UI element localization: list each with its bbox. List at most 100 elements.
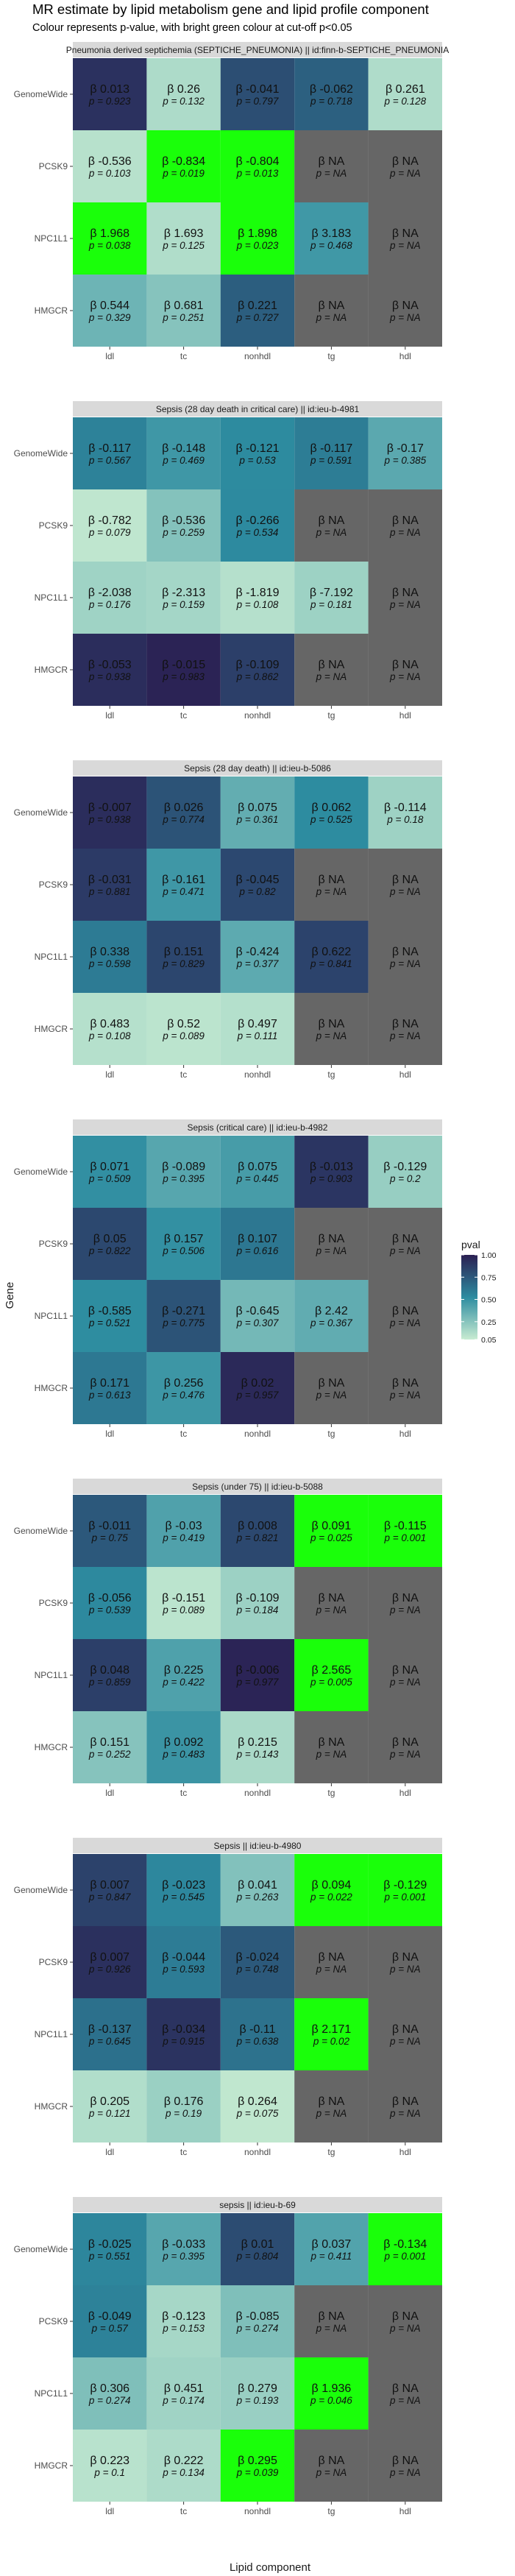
cell-beta-label: β 0.091 <box>312 1520 352 1532</box>
x-tick-label: tc <box>180 2506 187 2516</box>
heatmap-cell <box>146 275 221 347</box>
cell-pvalue-label: p = NA <box>389 312 421 323</box>
cell-pvalue-label: p = 0.038 <box>88 240 131 251</box>
cell-beta-label: β 0.261 <box>386 83 425 96</box>
y-tick-label: GenomeWide <box>14 2244 68 2254</box>
cell-beta-label: β 0.013 <box>90 83 129 96</box>
cell-pvalue-label: p = 0.013 <box>236 168 279 179</box>
legend-colorbar <box>461 1255 477 1340</box>
cell-pvalue-label: p = 0.075 <box>236 2108 279 2119</box>
cell-beta-label: β 0.157 <box>164 1233 204 1245</box>
x-tick-label: ldl <box>105 2147 114 2157</box>
cell-beta-label: β -0.114 <box>384 802 427 814</box>
heatmap-cell <box>73 202 147 275</box>
cell-pvalue-label: p = 0.862 <box>236 671 279 682</box>
heatmap-cell <box>368 2357 442 2430</box>
cell-pvalue-label: p = 0.903 <box>310 1173 352 1184</box>
cell-pvalue-label: p = 0.775 <box>162 1317 205 1328</box>
heatmap-cell <box>146 2430 221 2502</box>
cell-pvalue-label: p = NA <box>389 1964 421 1975</box>
heatmap-cell <box>220 1208 295 1280</box>
heatmap-cell <box>146 634 221 706</box>
heatmap-cell <box>294 417 369 489</box>
cell-beta-label: β NA <box>392 1233 419 1245</box>
facet-strip <box>73 2197 442 2212</box>
cell-beta-label: β 0.02 <box>241 1377 274 1390</box>
cell-pvalue-label: p = NA <box>389 240 421 251</box>
heatmap-cell <box>220 202 295 275</box>
cell-pvalue-label: p = NA <box>316 1749 347 1760</box>
heatmap-cell <box>73 1998 147 2070</box>
heatmap-cell <box>294 1352 369 1424</box>
heatmap-cell <box>73 1926 147 1998</box>
cell-beta-label: β 0.338 <box>90 946 129 958</box>
cell-pvalue-label: p = 0.509 <box>88 1173 131 1184</box>
cell-pvalue-label: p = NA <box>389 2036 421 2047</box>
heatmap-cell <box>220 2285 295 2357</box>
cell-beta-label: β NA <box>318 1233 344 1245</box>
heatmap-cell <box>368 2213 442 2285</box>
cell-pvalue-label: p = 0.506 <box>162 1245 205 1256</box>
heatmap-cell <box>146 1495 221 1567</box>
cell-beta-label: β 3.183 <box>312 227 352 240</box>
cell-beta-label: β -0.033 <box>162 2238 205 2251</box>
cell-beta-label: β -0.089 <box>162 1161 205 1173</box>
cell-beta-label: β 0.007 <box>90 1951 129 1964</box>
cell-pvalue-label: p = NA <box>389 1749 421 1760</box>
x-tick-label: nonhdl <box>244 710 271 721</box>
cell-beta-label: β -0.007 <box>88 802 132 814</box>
heatmap-cell <box>368 562 442 634</box>
cell-beta-label: β -0.031 <box>88 874 132 886</box>
heatmap-cell <box>220 275 295 347</box>
cell-beta-label: β NA <box>318 1377 344 1390</box>
heatmap-cell <box>146 417 221 489</box>
y-tick-label: NPC1L1 <box>35 952 68 962</box>
cell-beta-label: β NA <box>392 1377 419 1390</box>
cell-pvalue-label: p = 0.02 <box>313 2036 350 2047</box>
cell-beta-label: β -0.03 <box>166 1520 202 1532</box>
legend-tick-label: 0.05 <box>481 1336 497 1345</box>
cell-pvalue-label: p = NA <box>389 1604 421 1616</box>
heatmap-cell <box>368 58 442 130</box>
heatmap-cell <box>146 489 221 562</box>
cell-pvalue-label: p = 0.591 <box>310 455 352 466</box>
heatmap-cell <box>220 417 295 489</box>
heatmap-cell <box>73 993 147 1065</box>
cell-beta-label: β 0.52 <box>167 1018 200 1030</box>
heatmap-cell <box>368 1352 442 1424</box>
cell-beta-label: β -0.044 <box>162 1951 205 1964</box>
cell-pvalue-label: p = 0.121 <box>88 2108 131 2119</box>
cell-pvalue-label: p = 0.841 <box>310 958 352 969</box>
cell-pvalue-label: p = NA <box>316 886 347 897</box>
heatmap-cell <box>368 993 442 1065</box>
cell-pvalue-label: p = 0.184 <box>236 1604 279 1616</box>
cell-pvalue-label: p = NA <box>316 1604 347 1616</box>
cell-beta-label: β -0.062 <box>310 83 353 96</box>
heatmap-cell <box>220 1280 295 1352</box>
cell-beta-label: β -0.11 <box>240 2023 276 2036</box>
heatmap-cell <box>294 1280 369 1352</box>
cell-beta-label: β NA <box>318 2310 344 2323</box>
cell-beta-label: β -0.271 <box>162 1305 205 1317</box>
heatmap-cell <box>368 776 442 849</box>
cell-beta-label: β -0.034 <box>162 2023 205 2036</box>
heatmap-cell <box>146 921 221 993</box>
cell-beta-label: β NA <box>392 2095 419 2108</box>
heatmap-cell <box>146 1998 221 2070</box>
heatmap-cell <box>220 58 295 130</box>
heatmap-cell <box>294 562 369 634</box>
heatmap-cell <box>220 1854 295 1926</box>
cell-pvalue-label: p = 0.797 <box>236 96 279 107</box>
cell-pvalue-label: p = 0.923 <box>88 96 131 107</box>
cell-pvalue-label: p = 0.915 <box>162 2036 205 2047</box>
heatmap-cell <box>146 2357 221 2430</box>
legend-tick-label: 0.50 <box>481 1296 497 1305</box>
facet-panel: Sepsis (critical care) || id:ieu-b-4982 β… <box>14 1119 442 1439</box>
cell-beta-label: β -0.134 <box>383 2238 427 2251</box>
heatmap-cell <box>146 1208 221 1280</box>
heatmap-cell <box>73 634 147 706</box>
heatmap-cell <box>294 776 369 849</box>
y-tick-label: GenomeWide <box>14 448 68 459</box>
y-tick-label: PCSK9 <box>39 880 68 890</box>
